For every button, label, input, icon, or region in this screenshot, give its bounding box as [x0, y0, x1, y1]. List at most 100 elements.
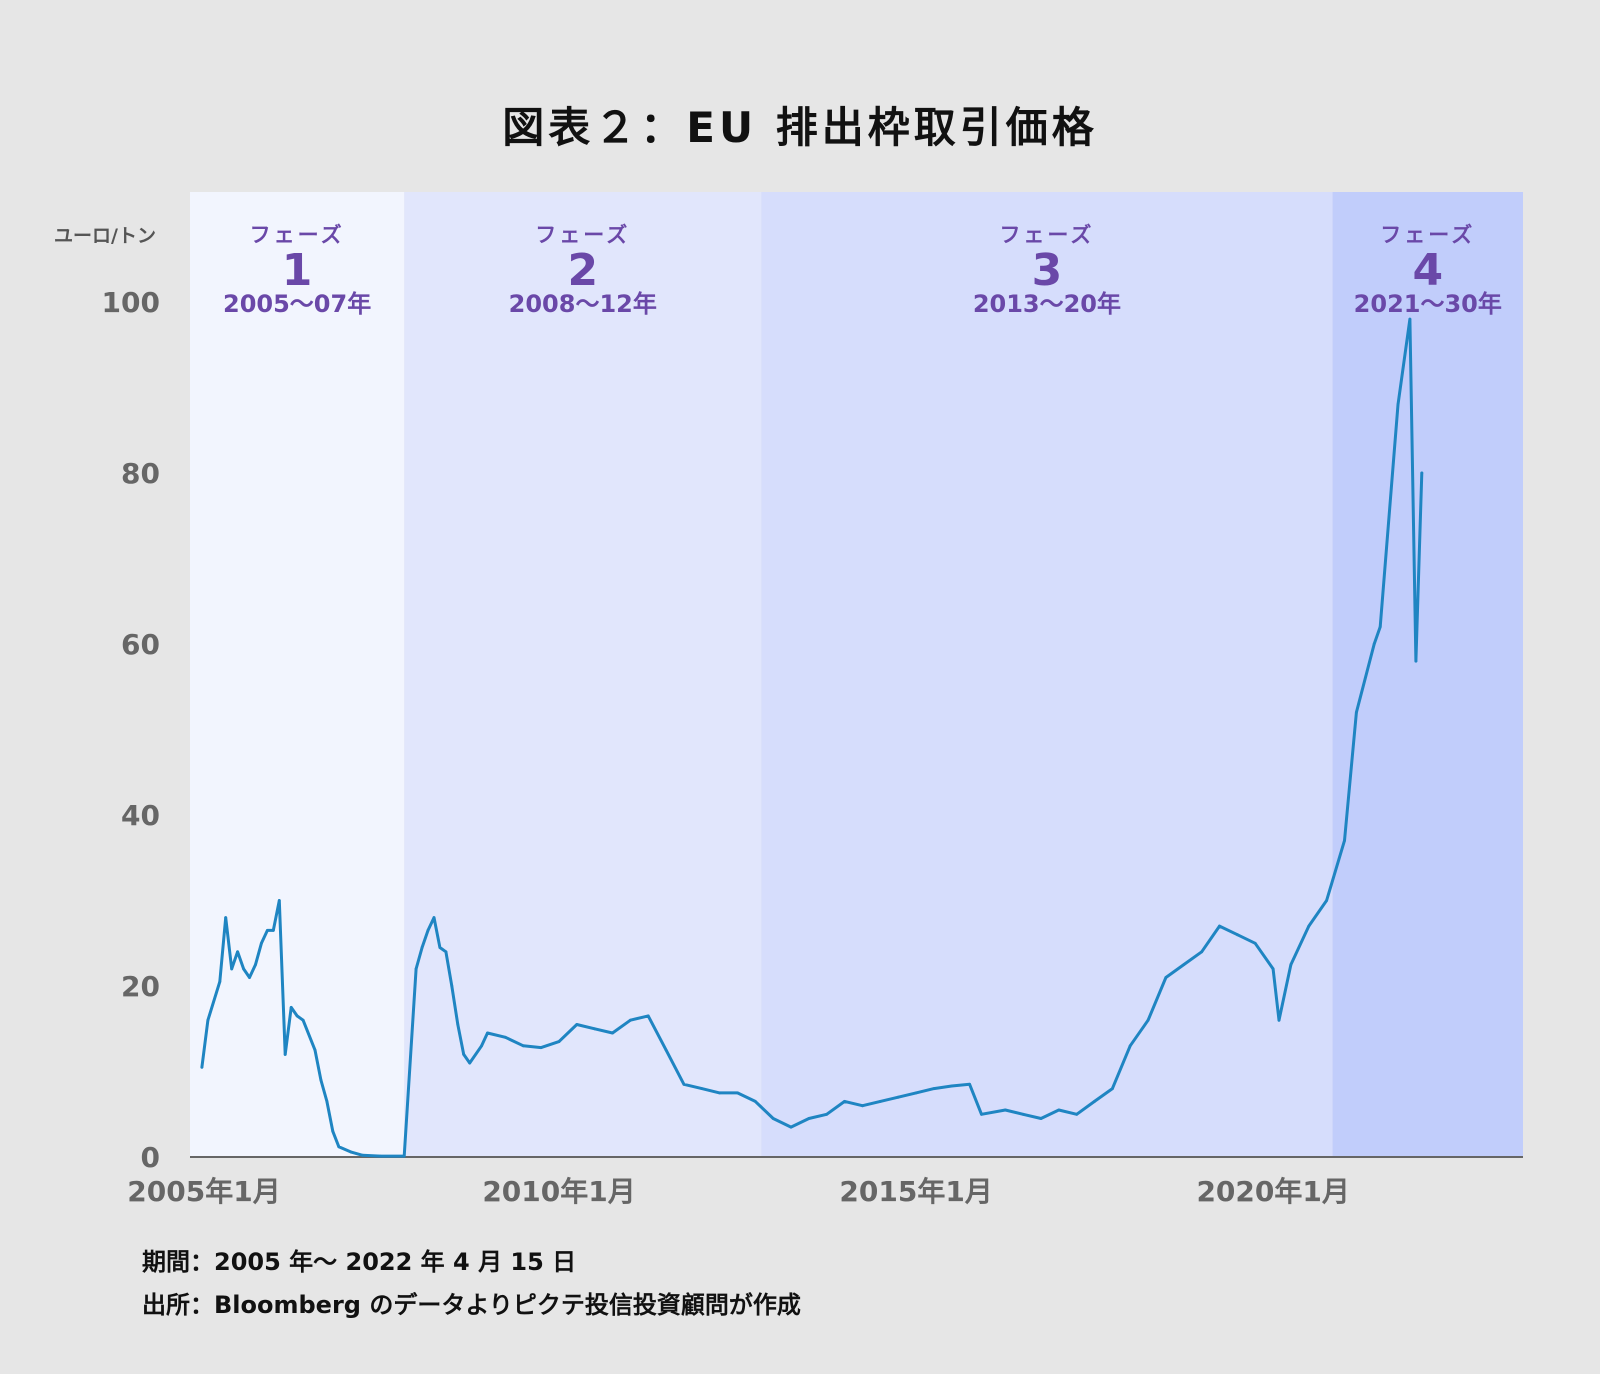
y-tick-80: 80 — [121, 457, 160, 490]
data-point — [1111, 1087, 1114, 1090]
x-tick-2015-01: 2015年1月 — [839, 1175, 992, 1208]
data-point — [331, 1129, 335, 1133]
data-point — [361, 1153, 364, 1157]
data-point — [932, 1087, 936, 1090]
x-axis-ticks: 2005年1月 2010年1月 2015年1月 2020年1月 — [127, 1175, 1350, 1208]
x-tick-2005-01: 2005年1月 — [127, 1175, 280, 1208]
data-point — [283, 1053, 287, 1056]
y-tick-40: 40 — [121, 799, 160, 832]
data-point — [295, 1014, 299, 1018]
data-point — [271, 929, 275, 932]
data-point — [557, 1040, 561, 1043]
data-point — [1271, 967, 1275, 971]
data-point — [825, 1112, 829, 1116]
data-point — [206, 1018, 210, 1022]
data-point — [1200, 950, 1204, 954]
data-point — [914, 1091, 918, 1095]
data-point — [968, 1082, 971, 1086]
data-point — [224, 916, 228, 919]
data-point — [1307, 924, 1311, 928]
data-point — [700, 1087, 704, 1090]
data-point — [432, 916, 436, 919]
data-point — [629, 1018, 632, 1022]
y-tick-100: 100 — [102, 286, 160, 319]
data-point — [504, 1035, 507, 1039]
data-point — [426, 929, 430, 932]
data-point — [337, 1145, 341, 1149]
phase-years-2: 2008～12年 — [509, 290, 657, 318]
chart-title: 図表２：EU 排出枠取引価格 — [502, 103, 1097, 152]
data-point — [950, 1084, 954, 1088]
data-point — [420, 946, 424, 949]
data-point — [462, 1053, 466, 1056]
data-point — [861, 1104, 864, 1108]
data-point — [1420, 471, 1424, 475]
data-point — [468, 1061, 472, 1065]
data-point — [1003, 1108, 1007, 1112]
data-point — [1164, 976, 1168, 979]
y-axis-ticks: 0 20 40 60 80 100 — [102, 286, 160, 1174]
data-point — [539, 1046, 543, 1049]
data-point — [521, 1044, 525, 1048]
data-point — [230, 967, 234, 971]
y-tick-20: 20 — [121, 970, 160, 1003]
data-point — [254, 963, 257, 966]
data-point — [1146, 1018, 1150, 1022]
data-point — [736, 1091, 739, 1095]
x-tick-2010-01: 2010年1月 — [482, 1175, 635, 1208]
phase-word-2: フェーズ — [535, 223, 630, 247]
data-point — [379, 1154, 382, 1158]
data-point — [1021, 1112, 1025, 1116]
data-point — [980, 1112, 983, 1116]
data-point — [718, 1091, 721, 1095]
data-point — [444, 950, 448, 954]
data-point — [301, 1018, 305, 1022]
data-point — [1325, 899, 1328, 902]
data-point — [789, 1125, 793, 1129]
data-point — [1057, 1108, 1061, 1112]
data-point — [266, 929, 269, 932]
phase-labels: フェーズ12005～07年フェーズ22008～12年フェーズ32013～20年フ… — [223, 223, 1502, 318]
phase-word-1: フェーズ — [250, 223, 345, 247]
data-point — [1075, 1112, 1079, 1116]
data-point — [1093, 1100, 1096, 1103]
data-point — [1355, 711, 1358, 714]
phase-band-1 — [190, 192, 405, 1157]
note-period: 期間：2005 年～ 2022 年 4 月 15 日 — [142, 1248, 576, 1276]
data-point — [1128, 1044, 1132, 1048]
data-point — [807, 1117, 811, 1120]
data-point — [1253, 941, 1257, 945]
phase-number-2: 2 — [567, 245, 598, 296]
data-point — [277, 899, 281, 902]
data-point — [646, 1014, 650, 1018]
note-source: 出所：Bloomberg のデータよりピクテ投信投資顧問が作成 — [142, 1291, 801, 1319]
data-point — [402, 1154, 406, 1158]
data-point — [1378, 625, 1382, 629]
data-point — [1414, 659, 1418, 663]
phase-years-3: 2013～20年 — [973, 290, 1121, 318]
data-point — [200, 1065, 204, 1069]
phase-band-2 — [404, 192, 762, 1157]
data-point — [1039, 1117, 1043, 1120]
data-point — [664, 1048, 668, 1052]
data-point — [1277, 1018, 1281, 1022]
data-point — [1289, 963, 1293, 966]
data-point — [878, 1100, 882, 1103]
data-point — [438, 946, 442, 949]
data-point — [682, 1082, 686, 1086]
phase-band-3 — [761, 192, 1333, 1157]
series-group — [200, 317, 1424, 1158]
data-point — [843, 1100, 846, 1103]
data-point — [260, 941, 263, 945]
data-point — [1396, 403, 1400, 406]
phase-word-4: フェーズ — [1380, 223, 1475, 247]
data-point — [1408, 317, 1412, 321]
data-point — [218, 980, 222, 984]
data-point — [248, 976, 251, 979]
data-point — [450, 984, 454, 988]
phase-number-3: 3 — [1032, 245, 1063, 296]
data-point — [486, 1031, 489, 1035]
data-point — [319, 1078, 323, 1082]
data-point — [236, 950, 240, 954]
